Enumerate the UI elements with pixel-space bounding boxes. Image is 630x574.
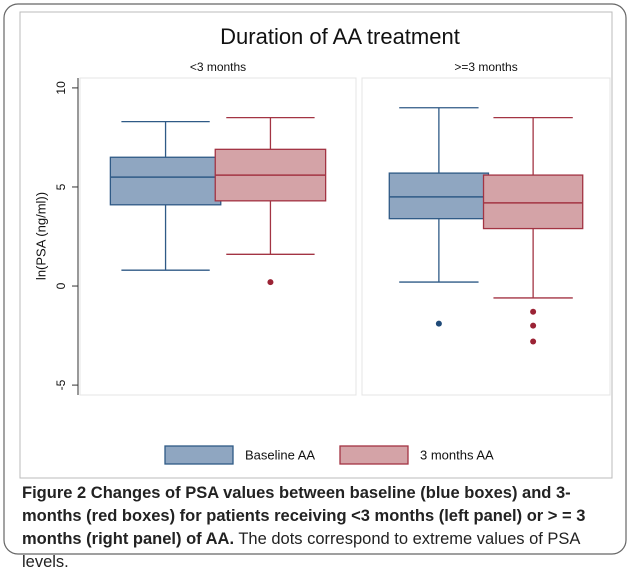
- panel: [361, 77, 611, 396]
- caption-label: Figure 2: [22, 484, 87, 502]
- legend-swatch: [164, 445, 234, 465]
- chart-title: Duration of AA treatment: [220, 24, 460, 49]
- y-tick-label: 0: [54, 282, 68, 289]
- y-axis-label: ln(PSA (ng/ml)): [33, 192, 48, 280]
- outlier: [530, 308, 537, 315]
- outlier: [530, 322, 537, 329]
- chart: Duration of AA treatment ln(PSA (ng/ml))…: [3, 3, 627, 555]
- page: Duration of AA treatment ln(PSA (ng/ml))…: [3, 3, 627, 571]
- box: [109, 156, 222, 206]
- outlier: [267, 279, 274, 286]
- outlier: [435, 320, 442, 327]
- legend-swatch: [339, 445, 409, 465]
- box: [388, 172, 490, 220]
- panel-title: <3 months: [190, 60, 246, 74]
- y-tick-label: 10: [54, 81, 68, 95]
- caption-title: Changes of PSA values between baseline (…: [22, 484, 586, 548]
- box: [482, 174, 584, 230]
- panel: [79, 77, 357, 396]
- legend-label: Baseline AA: [245, 447, 315, 462]
- frame: [3, 3, 627, 555]
- y-tick-label: 5: [54, 183, 68, 190]
- caption: Figure 2 Changes of PSA values between b…: [22, 482, 614, 574]
- outlier: [530, 338, 537, 345]
- y-tick-label: -5: [54, 379, 68, 390]
- legend-label: 3 months AA: [420, 447, 494, 462]
- chart-frame: [19, 11, 613, 479]
- panel-title: >=3 months: [454, 60, 517, 74]
